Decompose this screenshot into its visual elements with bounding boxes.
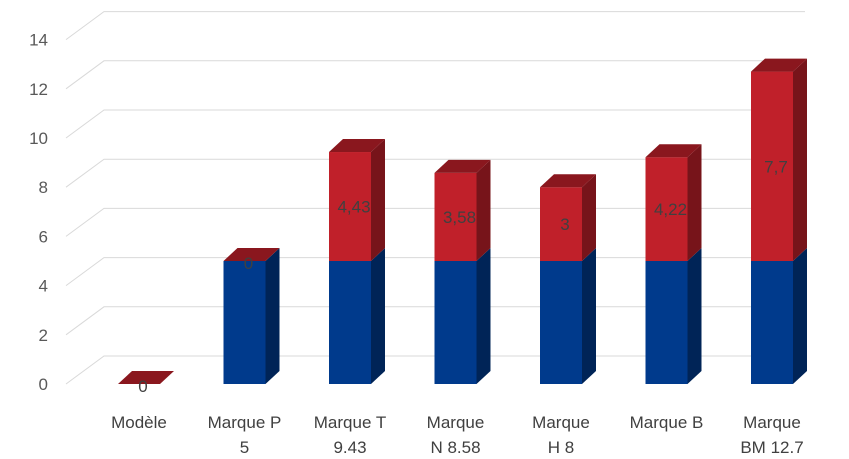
x-axis-categories: Modèle Marque P 5 Marque T 9.43 Marque N 8.58 M… (111, 413, 804, 457)
bar-segment-side (582, 248, 596, 384)
gridline (65, 60, 805, 90)
y-tick-label: 8 (39, 178, 48, 197)
data-label: 0 (244, 254, 253, 273)
gridlines (65, 11, 805, 385)
bar-segment-side (476, 248, 491, 384)
bar-segment-side (582, 174, 596, 261)
bar-top-cap (329, 139, 385, 153)
x-category-label: Marque (532, 413, 590, 432)
bar-segment-side (476, 159, 491, 261)
x-category-label: Marque (743, 413, 801, 432)
data-labels: 0 0 4,43 3,58 3 4,22 7,7 (138, 157, 788, 396)
bar-top-cap (645, 144, 702, 158)
y-tick-label: 2 (39, 326, 48, 345)
y-tick-label: 4 (39, 277, 48, 296)
gridline (65, 158, 805, 188)
x-category-label: 5 (240, 438, 249, 457)
bar-segment-front (540, 261, 582, 384)
x-category-label: BM 12.7 (740, 438, 803, 457)
data-label: 4,43 (337, 198, 370, 217)
x-category-label: 9.43 (333, 438, 366, 457)
x-category-label: Marque T (314, 413, 386, 432)
y-tick-label: 10 (29, 129, 48, 148)
bar-segment-front (329, 261, 371, 384)
gridline (65, 109, 805, 139)
y-tick-label: 12 (29, 80, 48, 99)
bar-segment-front (751, 261, 793, 384)
bar-segment-front (434, 261, 477, 384)
x-category-label: Marque B (630, 413, 704, 432)
bar-segment-front (434, 172, 477, 261)
bar-segment-front (223, 261, 266, 384)
bars (118, 58, 807, 384)
bar-top-cap (223, 248, 280, 261)
x-category-label: Marque P (208, 413, 282, 432)
bar-segment-side (371, 248, 385, 384)
bar-segment-front (540, 187, 582, 261)
x-category-label: H 8 (548, 438, 574, 457)
bar-segment-side (371, 139, 385, 261)
bar-top-cap (751, 58, 807, 72)
y-tick-label: 6 (39, 227, 48, 246)
y-tick-label: 0 (39, 375, 48, 394)
bar-segment-side (687, 144, 702, 261)
data-label: 7,7 (764, 157, 788, 176)
x-category-label: Modèle (111, 413, 167, 432)
data-label: 3 (560, 215, 569, 234)
bar-segment-side (687, 248, 702, 384)
x-category-label: N 8.58 (430, 438, 480, 457)
bar-top-cap (540, 174, 596, 188)
y-tick-label: 14 (29, 31, 48, 50)
data-label: 4,22 (654, 200, 687, 219)
bar-segment-side (793, 248, 807, 384)
bar-segment-front (751, 71, 793, 261)
bar-segment-front (645, 261, 688, 384)
bar-top-cap (118, 371, 174, 384)
x-category-label: Marque (427, 413, 485, 432)
bar-segment-side (265, 248, 280, 384)
bar-segment-front (645, 157, 688, 261)
gridline (65, 11, 805, 41)
data-label: 0 (138, 377, 147, 396)
bar-segment-front (329, 152, 371, 261)
y-axis-ticks: 0 2 4 6 8 10 12 14 (29, 31, 48, 394)
bar-segment-side (793, 58, 807, 261)
data-label: 3,58 (443, 208, 476, 227)
bar-top-cap (434, 159, 491, 173)
